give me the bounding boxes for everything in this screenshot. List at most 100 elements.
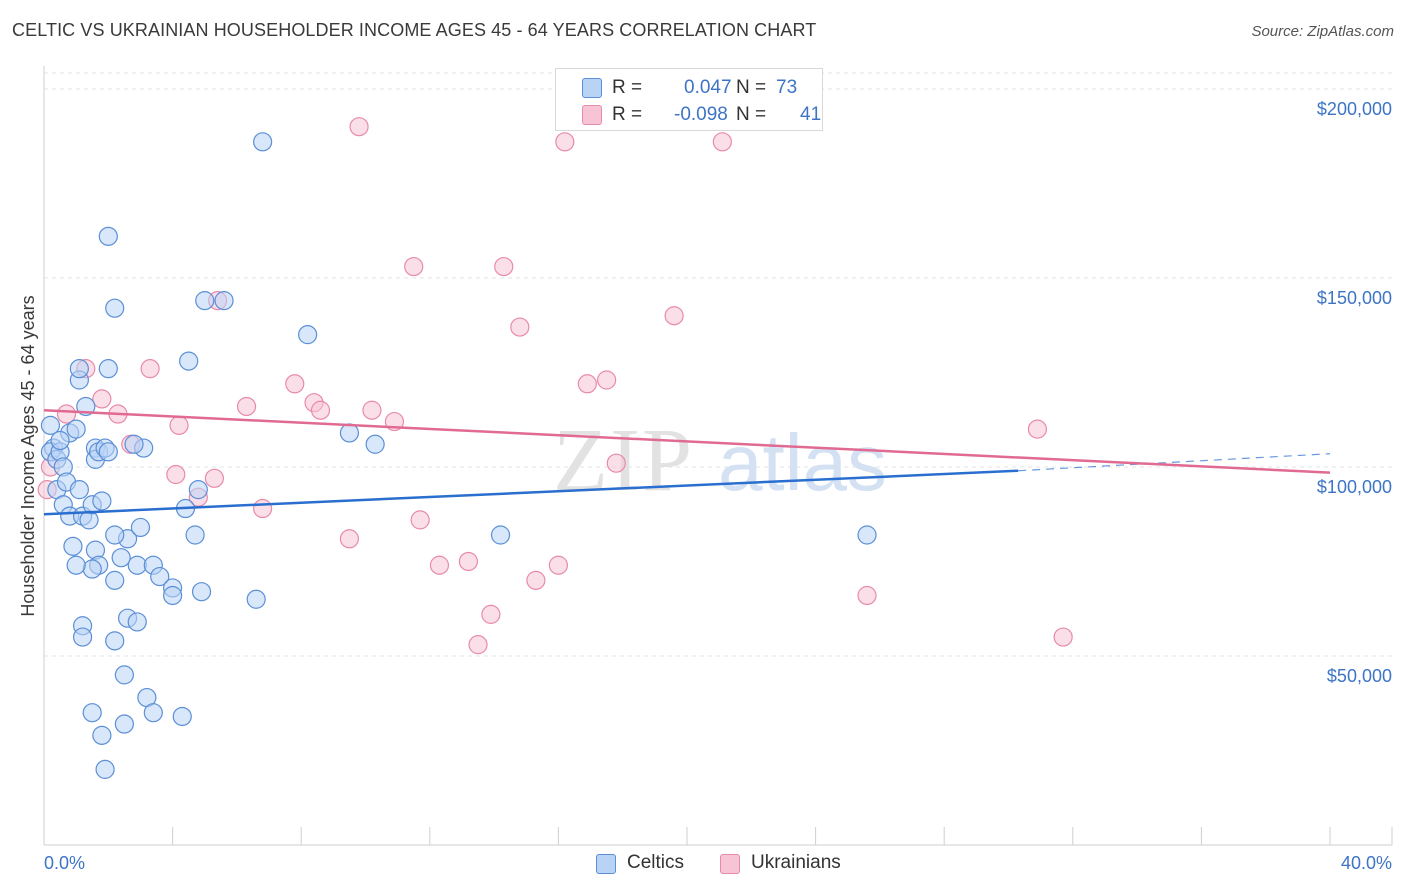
- celtic-point: [105, 570, 125, 590]
- ukrainians-legend-swatch: [720, 854, 740, 874]
- grid-lines: [44, 72, 1392, 657]
- ukrainian-point: [597, 370, 617, 390]
- ukrainians-swatch: [582, 105, 602, 125]
- celtic-point: [69, 359, 89, 379]
- n-label: N =: [736, 77, 767, 98]
- celtic-point: [179, 351, 199, 371]
- celtic-point: [95, 759, 115, 779]
- ukrainian-points: [37, 117, 1073, 655]
- ukrainian-point: [169, 415, 189, 435]
- ukrainians-legend-label: Ukrainians: [751, 852, 841, 873]
- celtic-point: [150, 566, 170, 587]
- celtic-point: [105, 298, 125, 318]
- celtic-point: [98, 442, 118, 462]
- x-tick-label: 0.0%: [44, 853, 85, 873]
- r-label: R =: [612, 77, 643, 98]
- celtic-point: [339, 423, 360, 443]
- x-tick-label: 40.0%: [1341, 853, 1392, 873]
- celtic-point: [195, 291, 215, 311]
- ukrainian-point: [204, 468, 224, 488]
- ukrainian-point: [339, 529, 360, 549]
- celtic-point: [857, 525, 877, 545]
- celtics-legend-swatch: [596, 854, 616, 874]
- tick-labels: $50,000 $100,000 $150,000 $200,000 0.0% 40.0%: [44, 99, 1392, 873]
- ukrainian-point: [429, 555, 450, 575]
- r-value: 0.047: [684, 77, 732, 98]
- celtic-point: [105, 525, 125, 545]
- ukrainian-point: [349, 117, 369, 137]
- n-value: 41: [800, 104, 822, 125]
- celtics-legend-label: Celtics: [627, 852, 685, 873]
- celtic-trend-line: [43, 469, 1019, 516]
- celtic-point: [72, 627, 93, 647]
- celtic-point: [191, 582, 212, 602]
- ukrainian-point: [577, 374, 597, 394]
- celtic-trend-extension: [1018, 453, 1331, 472]
- r-label: R =: [612, 104, 643, 125]
- ukrainian-point: [140, 359, 160, 379]
- celtic-points: [40, 132, 877, 779]
- y-tick-label: $100,000: [1317, 477, 1392, 497]
- celtic-point: [127, 555, 147, 575]
- ukrainian-point: [1053, 627, 1073, 647]
- celtic-point: [130, 517, 151, 538]
- celtic-point: [69, 480, 89, 500]
- celtic-point: [40, 415, 61, 435]
- ukrainian-trend-line: [43, 408, 1331, 474]
- celtic-point: [188, 480, 208, 500]
- ukrainian-point: [236, 396, 257, 417]
- celtic-point: [143, 703, 163, 723]
- ukrainian-point: [481, 604, 501, 624]
- watermark: ZIP atlas: [553, 411, 887, 510]
- ukrainian-point: [494, 256, 514, 277]
- source-label: Source: ZipAtlas.com: [1251, 23, 1394, 40]
- ukrainian-point: [526, 570, 546, 590]
- celtic-point: [163, 585, 183, 606]
- celtic-point: [66, 555, 86, 575]
- celtic-point: [111, 548, 131, 568]
- ukrainian-point: [606, 453, 626, 473]
- chart-title: CELTIC VS UKRAINIAN HOUSEHOLDER INCOME A…: [12, 20, 817, 40]
- celtic-point: [246, 589, 266, 609]
- celtic-point: [172, 706, 192, 727]
- y-tick-label: $50,000: [1327, 666, 1392, 686]
- y-axis-label: Householder Income Ages 45 - 64 years: [18, 295, 38, 616]
- ukrainian-point: [555, 132, 575, 152]
- celtic-point: [365, 434, 385, 454]
- ukrainian-point: [92, 389, 112, 409]
- ukrainian-point: [166, 464, 186, 485]
- r-value: -0.098: [674, 104, 728, 125]
- celtic-point: [63, 536, 83, 556]
- celtic-point: [214, 291, 234, 311]
- celtic-point: [253, 132, 273, 152]
- celtic-point: [298, 325, 318, 345]
- celtic-point: [185, 525, 205, 545]
- celtics-swatch: [582, 78, 602, 98]
- n-label: N =: [736, 104, 767, 125]
- ukrainian-point: [56, 404, 77, 424]
- celtic-point: [105, 631, 125, 651]
- ukrainian-point: [1027, 419, 1048, 439]
- celtic-point: [92, 725, 112, 745]
- celtic-point: [127, 612, 147, 632]
- n-value: 73: [776, 77, 798, 98]
- trend-lines: [43, 408, 1331, 516]
- ukrainian-point: [857, 585, 877, 606]
- celtic-point: [124, 434, 144, 454]
- stats-legend: R = 0.047 N = 73 R = -0.098 N = 41: [555, 68, 823, 131]
- y-tick-label: $150,000: [1317, 288, 1392, 308]
- ukrainian-point: [664, 306, 684, 326]
- ukrainian-point: [253, 498, 273, 519]
- celtic-point: [490, 525, 511, 545]
- ukrainian-point: [458, 551, 478, 572]
- celtic-point: [98, 226, 118, 246]
- ukrainian-point: [362, 400, 382, 420]
- ukrainian-point: [404, 256, 424, 277]
- y-tick-label: $200,000: [1317, 99, 1392, 119]
- ukrainian-point: [548, 555, 569, 575]
- celtic-point: [66, 419, 86, 439]
- celtic-point: [92, 491, 112, 511]
- watermark-atlas: atlas: [718, 418, 887, 507]
- celtic-point: [82, 559, 102, 579]
